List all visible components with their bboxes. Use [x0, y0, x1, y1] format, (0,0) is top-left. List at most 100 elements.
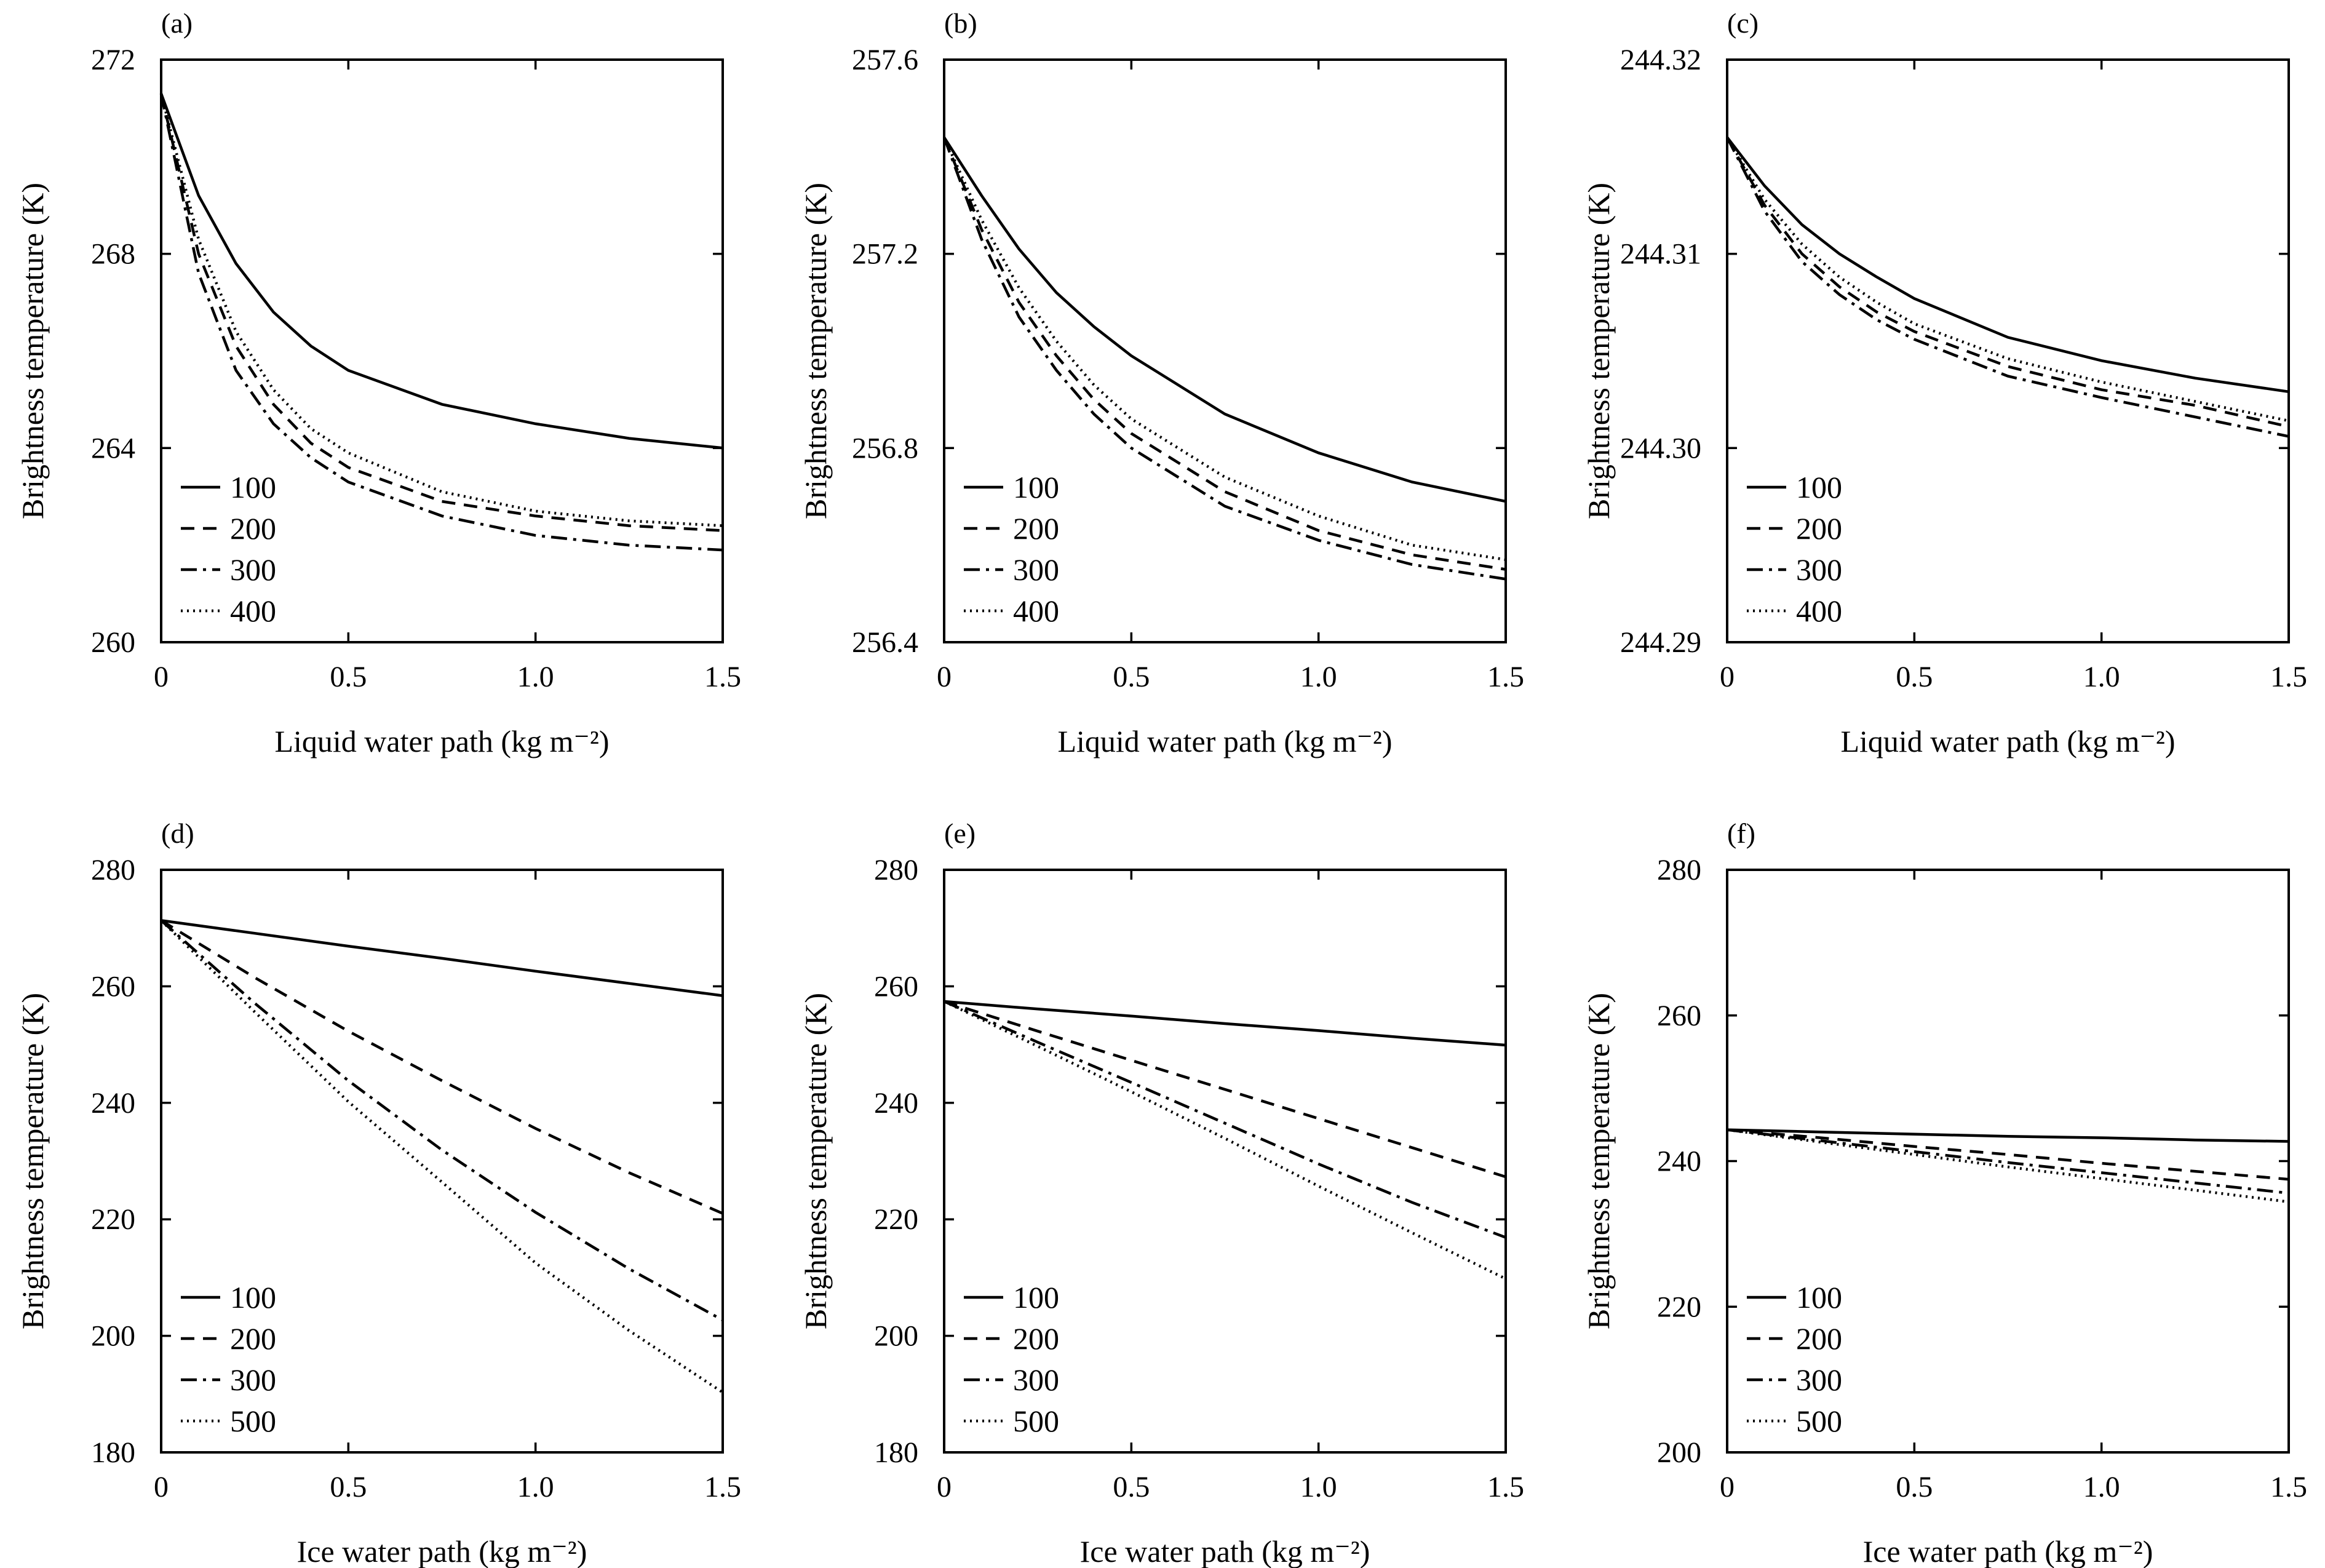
x-axis-title: Ice water path (kg m⁻²) [1080, 1534, 1370, 1568]
x-tick-label: 1.5 [1487, 1471, 1524, 1503]
legend-label: 100 [230, 470, 276, 504]
legend-label: 200 [1013, 511, 1059, 546]
legend-label: 100 [230, 1280, 276, 1315]
y-tick-label: 280 [1657, 854, 1701, 886]
y-tick-label: 260 [91, 626, 135, 659]
x-tick-label: 0 [1720, 661, 1735, 693]
y-tick-label: 220 [91, 1203, 135, 1236]
series-line [161, 919, 723, 997]
panel-label: (d) [161, 818, 194, 849]
x-tick-label: 1.5 [2270, 661, 2307, 693]
y-tick-label: 264 [91, 432, 135, 464]
x-tick-label: 0.5 [1896, 1471, 1933, 1503]
series-line [1727, 1128, 2289, 1181]
y-tick-label: 240 [874, 1087, 918, 1120]
chart-panel: (c) 0 0.5 1.0 1.5 244.29 244.30 244.31 244.32 Liq… [1581, 7, 2307, 758]
series-line [942, 137, 1506, 571]
x-tick-label: 0.5 [330, 661, 367, 693]
chart-panel: (f) 0 0.5 1.0 1.5 200 220 240 260 280 Ice water pa… [1581, 818, 2307, 1568]
y-tick-label: 244.29 [1620, 626, 1701, 659]
series-line [942, 137, 1506, 562]
series-line [159, 93, 723, 527]
legend-label: 200 [1796, 511, 1842, 546]
y-tick-label: 200 [1657, 1436, 1701, 1469]
panel-label: (e) [944, 818, 976, 849]
chart-panel: (b) 0 0.5 1.0 1.5 256.4 256.8 257.2 257.6 Liquid … [798, 7, 1524, 758]
y-axis-title: Brightness temperature (K) [1581, 993, 1616, 1329]
legend-label: 400 [1796, 594, 1842, 628]
y-tick-label: 260 [874, 970, 918, 1003]
series-line [1726, 136, 2289, 394]
series-line [1726, 137, 2289, 423]
y-tick-label: 200 [874, 1320, 918, 1353]
legend-label: 400 [230, 594, 276, 628]
plot-frame [160, 869, 724, 1454]
series-line [1726, 137, 2289, 428]
chart-panel: (a) 0 0.5 1.0 1.5 260 264 268 272 Liquid water pa… [15, 7, 741, 758]
series-line [1727, 1128, 2289, 1204]
x-tick-label: 0.5 [1113, 1471, 1150, 1503]
y-tick-label: 220 [1657, 1291, 1701, 1323]
y-tick-label: 240 [1657, 1145, 1701, 1178]
x-tick-label: 1.5 [1487, 661, 1524, 693]
x-tick-label: 0 [1720, 1471, 1735, 1503]
x-tick-label: 1.5 [704, 1471, 741, 1503]
legend-label: 100 [1796, 1280, 1842, 1315]
y-tick-label: 280 [874, 854, 918, 886]
x-axis-title: Ice water path (kg m⁻²) [1863, 1534, 2153, 1568]
legend-label: 300 [230, 1363, 276, 1397]
y-tick-label: 180 [91, 1436, 135, 1469]
y-tick-label: 257.6 [852, 44, 918, 76]
y-tick-label: 280 [91, 854, 135, 886]
x-tick-label: 0.5 [1113, 661, 1150, 693]
x-axis-title: Liquid water path (kg m⁻²) [1840, 724, 2175, 758]
y-tick-label: 240 [91, 1087, 135, 1120]
plot-frame [160, 58, 724, 643]
y-tick-label: 272 [91, 44, 135, 76]
x-tick-label: 1.0 [2083, 661, 2120, 693]
legend-label: 200 [230, 1321, 276, 1356]
series-line [159, 93, 723, 532]
y-tick-label: 244.32 [1620, 44, 1701, 76]
panel-label: (a) [161, 7, 193, 39]
series-line [943, 137, 1506, 503]
y-tick-label: 220 [874, 1203, 918, 1236]
x-tick-label: 0 [937, 661, 952, 693]
y-tick-label: 257.2 [852, 238, 918, 271]
x-tick-label: 1.5 [704, 661, 741, 693]
y-axis-title: Brightness temperature (K) [798, 183, 833, 519]
y-tick-label: 268 [91, 238, 135, 271]
x-tick-label: 0 [937, 1471, 952, 1503]
x-tick-label: 0 [154, 1471, 169, 1503]
x-tick-label: 0.5 [330, 1471, 367, 1503]
y-axis-title: Brightness temperature (K) [798, 993, 833, 1329]
legend-label: 300 [230, 552, 276, 587]
panel-label: (c) [1727, 7, 1759, 39]
series-line [1727, 1128, 2289, 1143]
series-line [160, 919, 724, 1321]
x-axis-title: Liquid water path (kg m⁻²) [274, 724, 609, 758]
chart-panel: (e) 0 0.5 1.0 1.5 180 200 220 240 260 280 Ice water… [798, 818, 1524, 1568]
series-line [944, 1000, 1506, 1280]
legend-label: 200 [230, 511, 276, 546]
plot-frame [943, 58, 1507, 643]
legend-label: 500 [1796, 1404, 1842, 1438]
y-tick-label: 200 [91, 1320, 135, 1353]
series-line [159, 93, 723, 552]
legend-label: 200 [1796, 1321, 1842, 1356]
legend-label: 400 [1013, 594, 1059, 628]
y-tick-label: 244.31 [1620, 238, 1701, 271]
legend-label: 100 [1013, 1280, 1059, 1315]
legend-label: 500 [1013, 1404, 1059, 1438]
y-tick-label: 256.8 [852, 432, 918, 464]
x-tick-label: 1.0 [2083, 1471, 2120, 1503]
x-axis-title: Ice water path (kg m⁻²) [297, 1534, 587, 1568]
chart-panel: (d) 0 0.5 1.0 1.5 180 200 220 240 260 280 Ice water… [15, 818, 741, 1568]
series-line [944, 1000, 1506, 1047]
x-tick-label: 1.0 [517, 661, 554, 693]
y-tick-label: 180 [874, 1436, 918, 1469]
series-line [160, 919, 723, 1215]
series-line [944, 1000, 1506, 1239]
x-axis-title: Liquid water path (kg m⁻²) [1057, 724, 1392, 758]
